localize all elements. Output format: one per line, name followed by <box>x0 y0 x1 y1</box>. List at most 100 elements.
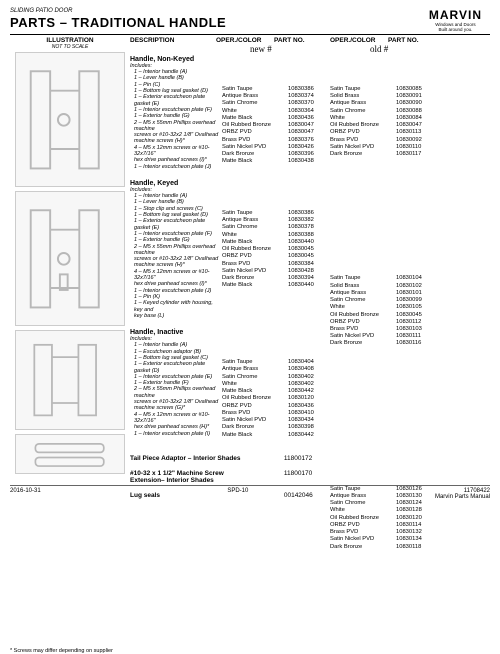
includes-item: 1 – Keyed cylinder with housing, key and <box>134 300 222 313</box>
oper-color-cell: Satin Taupe <box>222 359 288 366</box>
part-row: Satin Taupe10830386 <box>222 210 324 217</box>
oper-color-cell: White <box>222 232 288 239</box>
part-row-old: Dark Bronze10830117 <box>330 151 490 158</box>
part-no-cell: 10830134 <box>396 536 432 543</box>
footer-right: 11708422 Marvin Parts Manual <box>435 488 490 500</box>
oper-color-cell: Satin Taupe <box>330 275 396 282</box>
oper-color-cell: Brass PVD <box>330 137 396 144</box>
part-row: Matte Black10830440 <box>222 282 324 289</box>
part-row: Satin Chrome10830378 <box>222 224 324 231</box>
part-no-cell: 10830434 <box>288 417 324 424</box>
col-oper-color-old: OPER./COLOR <box>330 37 388 44</box>
logo-tagline: Built around you. <box>429 27 482 32</box>
part-row-old: White10830105 <box>330 304 490 311</box>
oper-color-cell: Satin Nickel PVD <box>222 417 288 424</box>
oper-color-cell: Antique Brass <box>222 93 288 100</box>
includes-item: 4 – M5 x 12mm screws or #10-32x7/16" <box>134 145 222 158</box>
part-no-cell: 10830386 <box>288 86 324 93</box>
part-row-old: Satin Taupe10830104 <box>330 275 490 282</box>
part-row: Satin Nickel PVD10830434 <box>222 417 324 424</box>
oper-color-cell: Oil Rubbed Bronze <box>222 246 288 253</box>
part-row-old: ORBZ PVD10830113 <box>330 129 490 136</box>
part-row: Antique Brass10830408 <box>222 366 324 373</box>
part-no-cell: 10830116 <box>396 340 432 347</box>
old-column-header: OPER./COLOR PART NO. <box>330 37 490 44</box>
part-no-cell: 10830047 <box>288 122 324 129</box>
section: Handle, Non-KeyedIncludes:1 – Interior h… <box>130 56 330 178</box>
oper-color-cell: Satin Chrome <box>222 224 288 231</box>
part-no-cell: 10830105 <box>396 304 432 311</box>
oper-color-cell: White <box>330 304 396 311</box>
part-row: Dark Bronze10830394 <box>222 275 324 282</box>
includes-item: 2 – M5 x 55mm Phillips overhead machine <box>134 120 222 133</box>
header-category: SLIDING PATIO DOOR <box>10 8 490 14</box>
includes-item: 1 – Interior escutcheon plate (I) <box>134 431 222 437</box>
oper-color-cell: White <box>330 115 396 122</box>
part-row-old: Satin Nickel PVD10830134 <box>330 536 490 543</box>
oper-color-cell: Matte Black <box>222 282 288 289</box>
illustration-column: ILLUSTRATION NOT TO SCALE <box>10 37 130 636</box>
oper-color-cell: White <box>330 507 396 514</box>
includes-item: 4 – M5 x 12mm screws or #10-32x7/16" <box>134 412 222 425</box>
oper-color-cell: ORBZ PVD <box>222 129 288 136</box>
section-title: Handle, Non-Keyed <box>130 56 330 63</box>
oper-color-cell: Dark Bronze <box>330 151 396 158</box>
oper-color-cell: Matte Black <box>222 432 288 439</box>
part-row-old: Oil Rubbed Bronze10830047 <box>330 122 490 129</box>
part-row: ORBZ PVD10830045 <box>222 253 324 260</box>
old-column: OPER./COLOR PART NO. old # Satin Taupe10… <box>330 37 490 636</box>
logo-text: MARVIN <box>429 8 482 22</box>
oper-color-cell: Dark Bronze <box>222 424 288 431</box>
part-no-cell: 10830091 <box>396 93 432 100</box>
oper-color-cell: Matte Black <box>222 239 288 246</box>
oper-color-cell: Oil Rubbed Bronze <box>222 122 288 129</box>
part-no-cell: 10830378 <box>288 224 324 231</box>
new-rows: Satin Taupe10830386Antique Brass10830382… <box>222 187 324 319</box>
oper-color-cell: Satin Nickel PVD <box>222 144 288 151</box>
section-old: Satin Taupe10830085Solid Brass10830091An… <box>330 54 490 243</box>
oper-color-cell: Solid Brass <box>330 93 396 100</box>
part-row: Brass PVD10830384 <box>222 261 324 268</box>
part-row: Satin Taupe10830386 <box>222 86 324 93</box>
part-no-cell: 10830442 <box>288 432 324 439</box>
part-no-cell: 10830099 <box>396 297 432 304</box>
oper-color-cell: ORBZ PVD <box>222 403 288 410</box>
part-no-cell: 10830396 <box>288 151 324 158</box>
old-number-note: old # <box>330 44 490 54</box>
part-row-old: Satin Nickel PVD10830111 <box>330 333 490 340</box>
oper-color-cell: Satin Nickel PVD <box>222 268 288 275</box>
part-row: Matte Black10830438 <box>222 158 324 165</box>
part-no-cell: 10830436 <box>288 115 324 122</box>
oper-color-cell: Oil Rubbed Bronze <box>330 122 396 129</box>
part-no-cell: 10830120 <box>396 515 432 522</box>
part-no-cell: 10830113 <box>396 129 432 136</box>
part-no-cell: 10830090 <box>396 100 432 107</box>
part-no-cell: 10830124 <box>396 500 432 507</box>
part-row-old: Dark Bronze10830118 <box>330 544 490 551</box>
includes-list: 1 – Interior handle (A)1 – Lever handle … <box>130 193 222 319</box>
part-row-old: White10830128 <box>330 507 490 514</box>
oper-color-cell: Satin Taupe <box>222 86 288 93</box>
col-description: DESCRIPTION <box>130 37 216 44</box>
new-rows: Satin Taupe10830404Antique Brass10830408… <box>222 336 324 439</box>
part-no-cell: 10830374 <box>288 93 324 100</box>
part-row-old: Solid Brass10830091 <box>330 93 490 100</box>
oper-color-cell: Dark Bronze <box>330 340 396 347</box>
illustration-header: ILLUSTRATION <box>10 37 130 44</box>
content-area: ILLUSTRATION NOT TO SCALE DESCRIPTION OP… <box>10 37 490 636</box>
oper-color-cell: Satin Chrome <box>222 100 288 107</box>
part-no-cell: 10830084 <box>396 115 432 122</box>
includes-item: key base (L) <box>134 313 222 319</box>
part-no-cell: 10830114 <box>396 522 432 529</box>
oper-color-cell: Matte Black <box>222 158 288 165</box>
part-no-cell: 10830386 <box>288 210 324 217</box>
part-row-old: ORBZ PVD10830112 <box>330 319 490 326</box>
part-row-old: Brass PVD10830103 <box>330 326 490 333</box>
oper-color-cell: ORBZ PVD <box>222 253 288 260</box>
misc-row: Tail Piece Adaptor – Interior Shades1180… <box>130 455 330 462</box>
part-no-cell: 10830364 <box>288 108 324 115</box>
part-row: Matte Black10830442 <box>222 432 324 439</box>
includes-block: Includes:1 – Interior handle (A)1 – Leve… <box>130 63 222 170</box>
illustration-keyed <box>15 191 125 326</box>
includes-item: 1 – Exterior escutcheon plate gasket (E) <box>134 94 222 107</box>
